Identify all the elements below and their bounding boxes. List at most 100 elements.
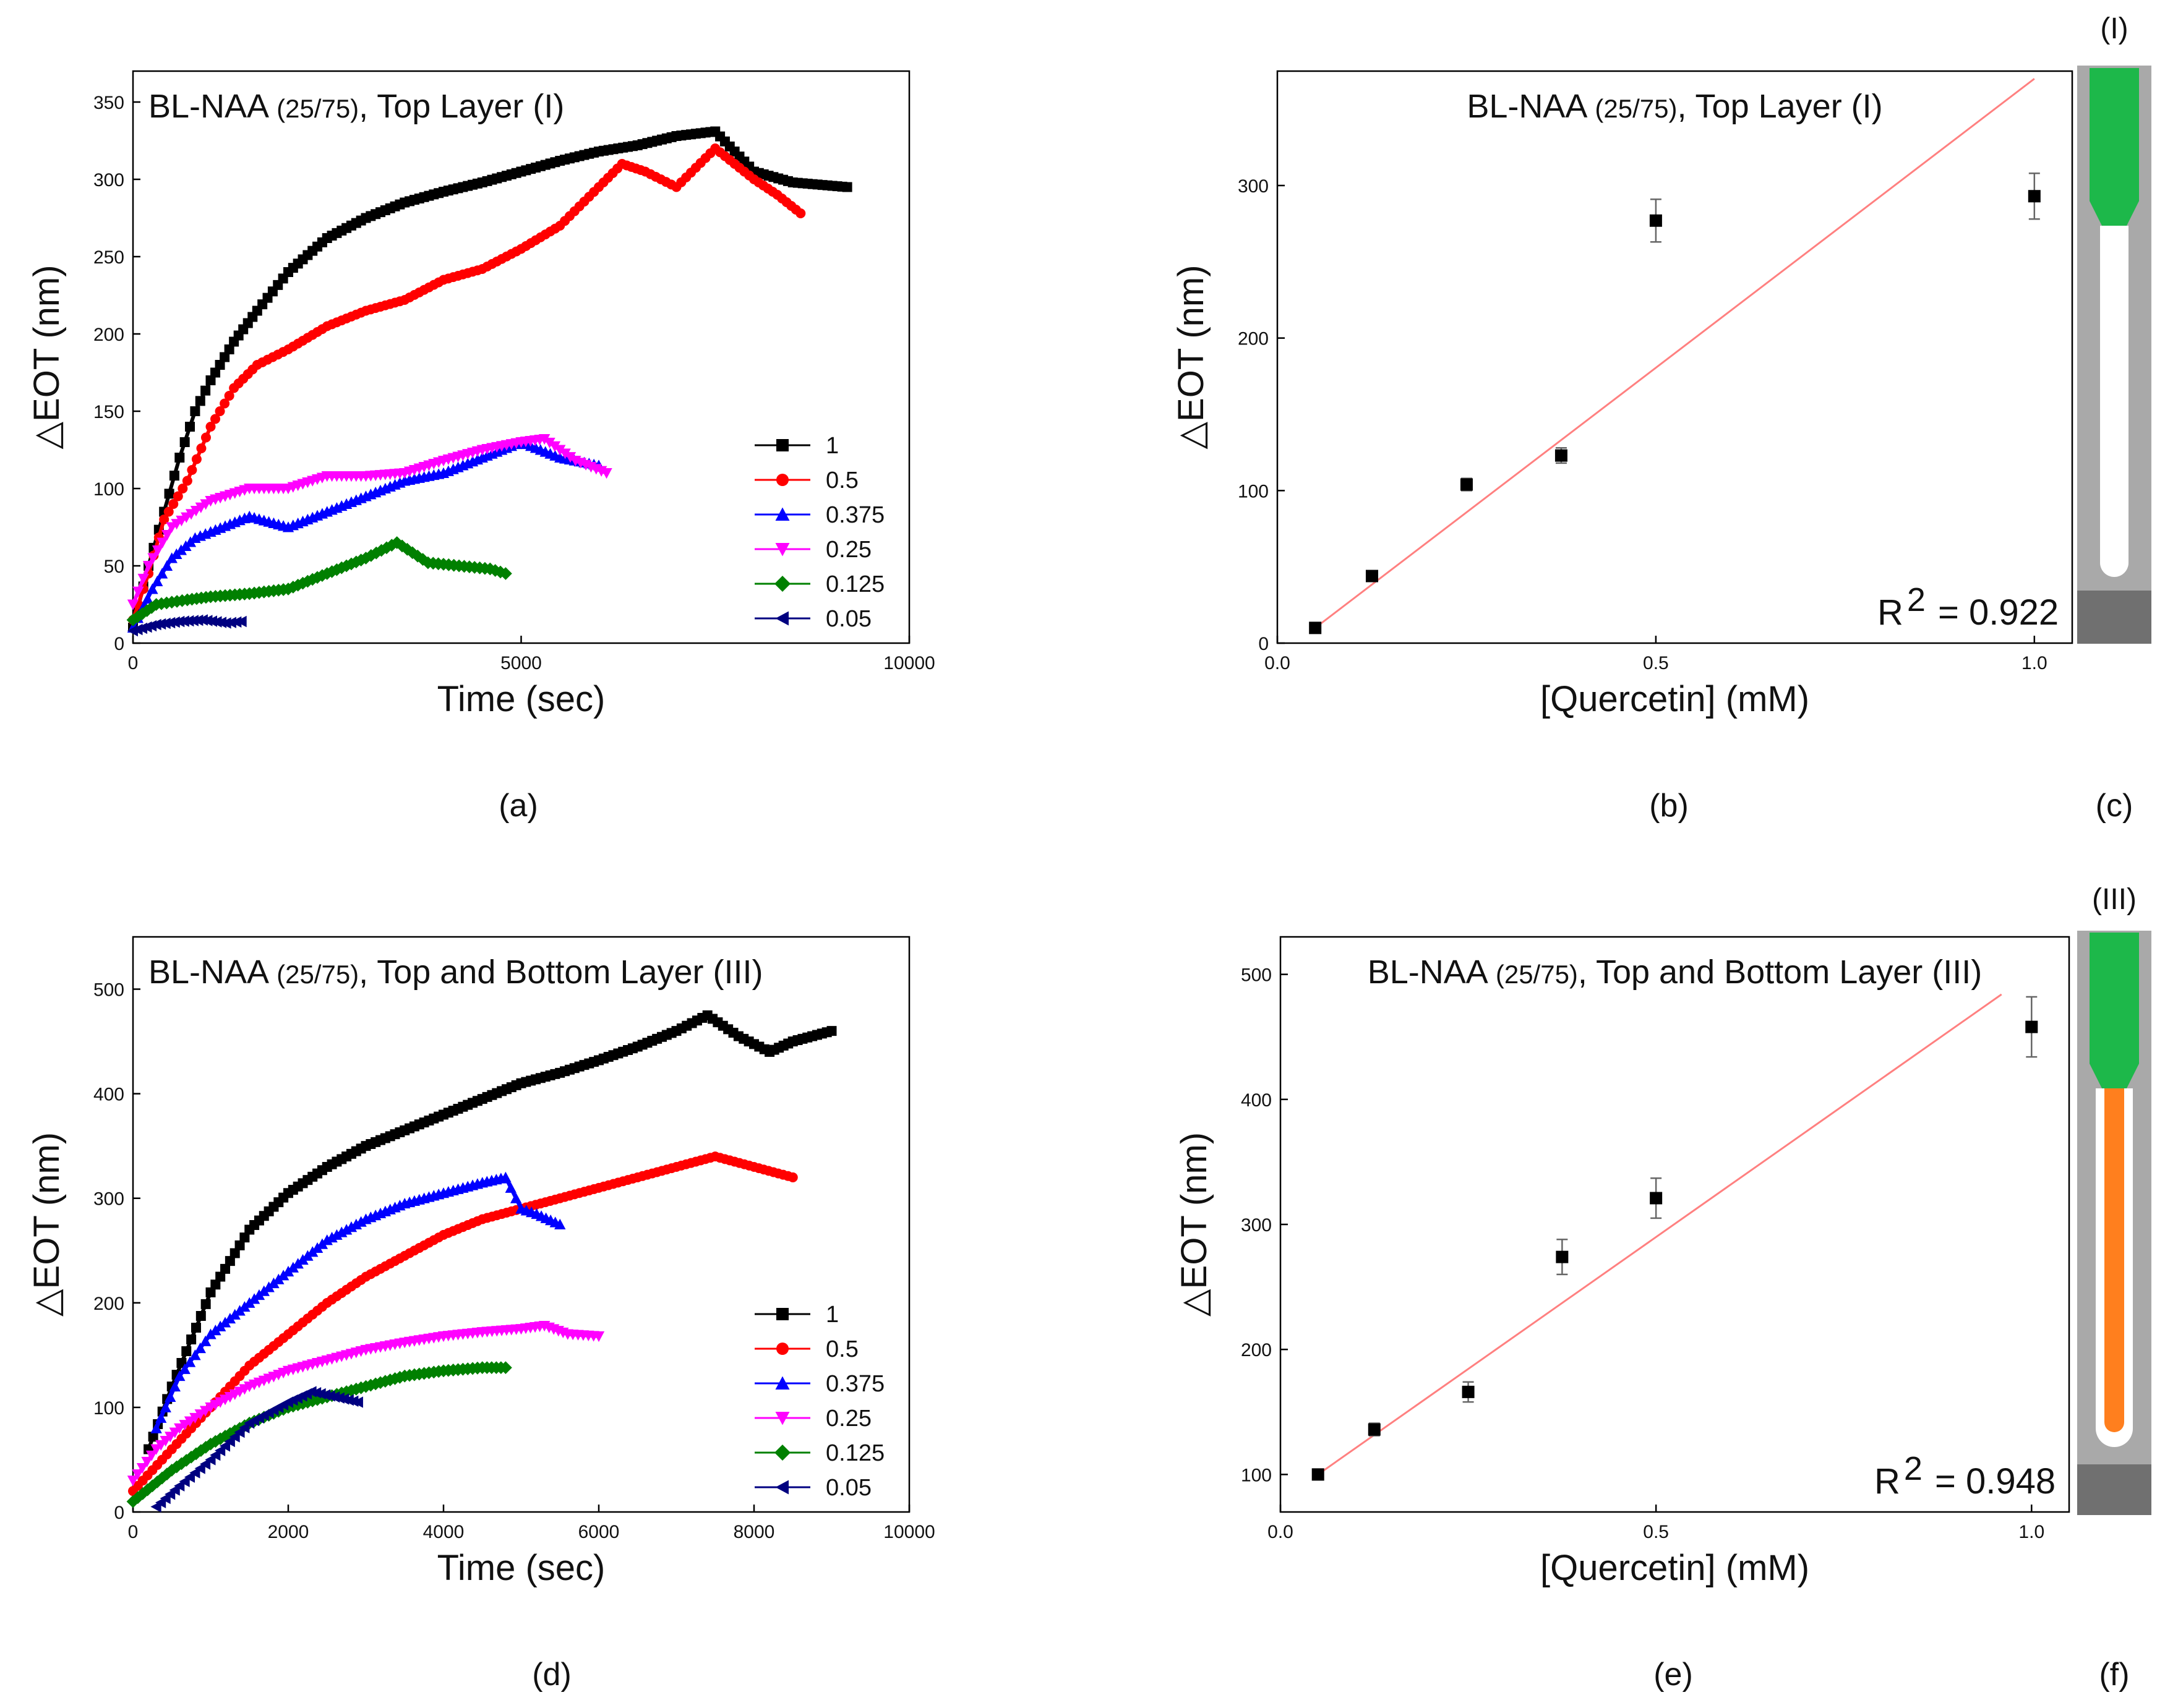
data-point xyxy=(215,1271,226,1282)
panel-c-label: (c) xyxy=(2096,788,2133,824)
data-point xyxy=(205,375,216,385)
data-point xyxy=(329,1391,340,1403)
x-tick-label: 10000 xyxy=(883,653,935,673)
x-tick-label: 0 xyxy=(128,1522,139,1542)
data-point xyxy=(315,1388,326,1400)
data-point xyxy=(160,617,171,630)
title-small: (25/75) xyxy=(1595,94,1677,123)
legend-label: 0.125 xyxy=(826,1440,885,1466)
data-point xyxy=(205,1454,216,1466)
data-point xyxy=(211,616,222,628)
data-point xyxy=(169,471,179,481)
legend-label: 0.25 xyxy=(826,537,872,563)
data-point xyxy=(145,601,158,614)
legend-marker xyxy=(775,507,790,521)
legend-marker xyxy=(775,611,789,626)
data-point xyxy=(538,434,551,445)
data-point xyxy=(184,1450,198,1464)
data-point xyxy=(826,1026,837,1036)
data-point xyxy=(181,1346,192,1357)
data-point xyxy=(348,1395,359,1407)
axes-frame xyxy=(132,936,911,1513)
data-point xyxy=(499,1361,512,1375)
data-point xyxy=(301,574,314,588)
r-squared-sup: 2 xyxy=(1904,1450,1923,1487)
data-point xyxy=(787,1172,798,1182)
title-small: (25/75) xyxy=(277,960,359,989)
schematic-c-top-layer xyxy=(2090,68,2139,226)
y-tick-label: 50 xyxy=(104,557,124,577)
y-tick-label: 300 xyxy=(93,1189,124,1210)
data-point xyxy=(152,575,163,586)
data-point xyxy=(210,1449,221,1461)
data-point xyxy=(156,537,168,549)
series-0.25 xyxy=(127,1321,605,1487)
data-point xyxy=(168,499,179,509)
data-point xyxy=(218,1430,232,1443)
data-point xyxy=(186,1334,197,1344)
data-point xyxy=(206,615,218,627)
y-tick-label: 150 xyxy=(93,402,124,422)
data-point xyxy=(225,617,236,628)
x-tick-label: 1.0 xyxy=(2018,1522,2044,1542)
data-point xyxy=(170,1460,183,1474)
data-point xyxy=(1365,570,1378,583)
legend-label: 0.375 xyxy=(826,502,885,528)
data-point xyxy=(233,1422,246,1435)
x-tick-label: 0.0 xyxy=(1264,653,1290,673)
data-point xyxy=(324,1390,335,1402)
data-point xyxy=(150,1475,164,1488)
data-point xyxy=(164,489,174,499)
legend-marker xyxy=(776,1308,789,1320)
data-point xyxy=(286,580,300,594)
legend-marker xyxy=(776,439,789,451)
chart-title: BL-NAA (25/75), Top and Bottom Layer (II… xyxy=(148,954,763,991)
legend-label: 0.125 xyxy=(826,571,885,597)
data-point xyxy=(189,1349,201,1360)
schematic-f-base xyxy=(2077,1464,2151,1515)
data-point xyxy=(333,1392,345,1404)
data-point xyxy=(200,1299,211,1309)
data-point xyxy=(147,553,159,564)
data-point xyxy=(182,476,192,486)
data-point xyxy=(220,352,230,362)
x-tick-label: 0.0 xyxy=(1267,1522,1293,1542)
data-point xyxy=(500,1171,512,1182)
data-point xyxy=(136,1487,150,1500)
data-point xyxy=(223,1427,237,1440)
schematic-f-layer-label: (III) xyxy=(2092,883,2137,916)
data-point xyxy=(795,208,806,218)
data-point xyxy=(842,182,852,192)
x-axis-label: Time (sec) xyxy=(437,1548,606,1588)
r-squared-sup: 2 xyxy=(1907,581,1926,618)
series-0.125 xyxy=(126,536,512,626)
legend-label: 0.5 xyxy=(826,1336,859,1362)
data-point xyxy=(175,1457,188,1471)
data-point xyxy=(195,1310,206,1321)
x-axis-label: Time (sec) xyxy=(437,679,606,719)
data-point xyxy=(205,422,216,432)
panel-e-chart: 0.0 0.5 1.0 100 200 300 400 500 [Quercetin] (mM)… xyxy=(1174,936,2070,1693)
data-point xyxy=(601,468,612,479)
data-point xyxy=(199,1458,211,1470)
data-point xyxy=(184,1356,196,1367)
y-tick-label: 0 xyxy=(114,634,124,654)
data-point xyxy=(187,465,197,475)
legend-label: 0.5 xyxy=(826,468,859,493)
title-main: BL-NAA xyxy=(1368,954,1496,991)
y-tick-label: 500 xyxy=(1241,965,1272,986)
y-tick-label: 200 xyxy=(93,325,124,345)
data-point xyxy=(239,1232,250,1243)
data-point xyxy=(213,1432,227,1446)
x-tick-label: 0.5 xyxy=(1643,653,1669,673)
title-rest: , Top Layer (I) xyxy=(1678,88,1883,125)
data-point xyxy=(204,1437,217,1451)
data-point xyxy=(320,1389,331,1401)
title-main: BL-NAA xyxy=(1467,88,1595,125)
legend-marker xyxy=(775,543,790,557)
data-point xyxy=(142,561,155,572)
data-point xyxy=(505,1182,517,1193)
legend-label: 0.05 xyxy=(826,1475,872,1501)
data-point xyxy=(343,1394,354,1406)
data-point xyxy=(155,1412,167,1423)
